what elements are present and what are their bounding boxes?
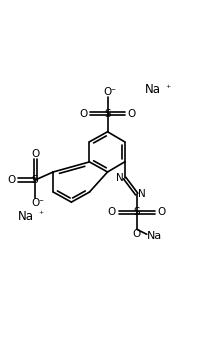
Text: O: O bbox=[79, 109, 87, 118]
Text: O: O bbox=[127, 109, 135, 118]
Text: $^-$: $^-$ bbox=[109, 86, 116, 95]
Text: O: O bbox=[103, 87, 111, 97]
Text: Na: Na bbox=[18, 210, 34, 223]
Text: S: S bbox=[104, 109, 110, 118]
Text: O: O bbox=[31, 198, 39, 208]
Text: N: N bbox=[137, 189, 145, 199]
Text: Na: Na bbox=[146, 231, 162, 241]
Text: O: O bbox=[7, 175, 15, 185]
Text: O: O bbox=[157, 207, 165, 217]
Text: $^+$: $^+$ bbox=[163, 83, 171, 92]
Text: $^-$: $^-$ bbox=[37, 197, 44, 206]
Text: O: O bbox=[31, 149, 39, 159]
Text: O: O bbox=[132, 229, 140, 239]
Text: N: N bbox=[115, 173, 123, 183]
Text: S: S bbox=[133, 207, 139, 217]
Text: O: O bbox=[107, 207, 115, 217]
Text: $^+$: $^+$ bbox=[37, 210, 45, 219]
Text: S: S bbox=[32, 175, 38, 185]
Text: Na: Na bbox=[144, 83, 160, 96]
